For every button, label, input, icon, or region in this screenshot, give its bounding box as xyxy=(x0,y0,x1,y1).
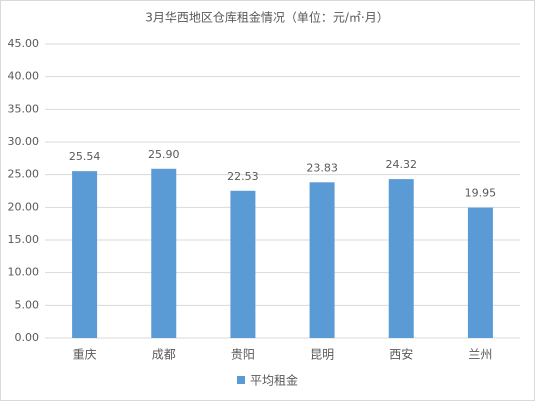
legend-label: 平均租金 xyxy=(250,373,298,388)
bar xyxy=(467,207,493,338)
y-tick-label: 40.00 xyxy=(8,70,40,83)
bar xyxy=(72,171,98,338)
y-tick-label: 0.00 xyxy=(15,331,40,344)
x-tick-label: 成都 xyxy=(152,348,176,362)
data-label: 25.54 xyxy=(69,150,101,163)
data-label: 24.32 xyxy=(386,158,418,171)
data-label: 23.83 xyxy=(306,161,338,174)
bar xyxy=(151,168,177,338)
bar xyxy=(230,190,256,338)
x-tick-label: 重庆 xyxy=(73,348,97,362)
data-label: 19.95 xyxy=(465,187,497,200)
y-tick-label: 20.00 xyxy=(8,200,40,213)
bar xyxy=(309,182,335,338)
x-tick-label: 兰州 xyxy=(468,348,492,362)
y-tick-label: 25.00 xyxy=(8,168,40,181)
data-label: 22.53 xyxy=(227,170,259,183)
legend-swatch xyxy=(237,376,245,384)
y-tick-label: 45.00 xyxy=(8,37,40,50)
bar xyxy=(388,179,414,338)
x-tick-label: 西安 xyxy=(389,347,413,362)
chart-title: 3月华西地区仓库租金情况（单位：元/㎡·月） xyxy=(145,10,389,25)
y-tick-label: 10.00 xyxy=(8,266,40,279)
y-tick-label: 30.00 xyxy=(8,135,40,148)
x-tick-label: 贵阳 xyxy=(231,348,255,362)
y-tick-label: 35.00 xyxy=(8,102,40,115)
y-tick-label: 15.00 xyxy=(8,233,40,246)
y-tick-label: 5.00 xyxy=(15,298,40,311)
x-tick-label: 昆明 xyxy=(310,348,334,362)
data-label: 25.90 xyxy=(148,148,180,161)
